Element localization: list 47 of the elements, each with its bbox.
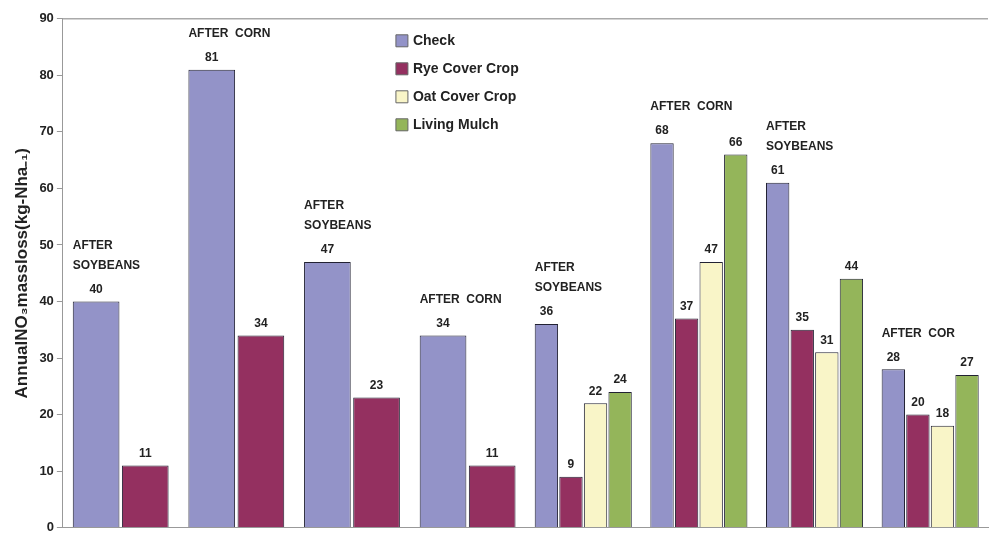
data-label: 35 bbox=[795, 310, 810, 325]
y-tick-label: 60 bbox=[39, 179, 54, 195]
data-label: 11 bbox=[138, 445, 152, 460]
data-label: 44 bbox=[844, 259, 859, 274]
y-tick-label: 10 bbox=[39, 462, 54, 478]
y-tick-label: 90 bbox=[39, 10, 54, 26]
annotation: AFTER SOYBEANS bbox=[534, 260, 603, 295]
annotation: AFTER SOYBEANS bbox=[72, 237, 141, 272]
data-label: 61 bbox=[771, 163, 785, 178]
annotation: AFTER CORN bbox=[419, 291, 502, 306]
data-label: 20 bbox=[911, 394, 925, 409]
annotation: AFTER SOYBEANS bbox=[766, 119, 834, 154]
annotation: AFTER SOYBEANS bbox=[304, 198, 372, 233]
data-label: 28 bbox=[886, 349, 901, 364]
data-label: 24 bbox=[613, 372, 628, 387]
data-label: 9 bbox=[567, 457, 575, 472]
data-label: 18 bbox=[935, 406, 950, 421]
data-label: 22 bbox=[588, 383, 603, 398]
data-label: 23 bbox=[369, 377, 384, 392]
data-label: 40 bbox=[89, 281, 104, 296]
y-tick-label: 80 bbox=[39, 66, 54, 82]
y-tick-label: 50 bbox=[39, 236, 54, 252]
data-label: 27 bbox=[960, 355, 975, 370]
legend-label: Oat Cover Crop bbox=[412, 87, 517, 104]
data-label: 68 bbox=[655, 123, 670, 138]
y-tick-label: 40 bbox=[39, 293, 54, 309]
data-label: 31 bbox=[820, 332, 834, 347]
legend-label: Living Mulch bbox=[412, 115, 499, 132]
data-label: 37 bbox=[679, 298, 694, 313]
y-tick-label: 0 bbox=[46, 519, 54, 535]
data-label: 34 bbox=[254, 315, 268, 330]
y-tick-label: 30 bbox=[39, 349, 54, 365]
data-label: 66 bbox=[729, 134, 743, 149]
annotation: AFTER COR bbox=[881, 325, 956, 340]
data-label: 34 bbox=[436, 315, 451, 330]
data-label: 81 bbox=[205, 49, 219, 64]
data-label: 47 bbox=[704, 242, 719, 257]
annotation: AFTER CORN bbox=[188, 25, 271, 40]
data-label: 11 bbox=[485, 445, 499, 460]
data-label: 47 bbox=[320, 242, 335, 257]
legend-label: Check bbox=[412, 31, 456, 48]
legend-label: Rye Cover Crop bbox=[412, 59, 519, 76]
y-tick-label: 20 bbox=[39, 406, 54, 422]
y-tick-label: 70 bbox=[39, 123, 54, 139]
annotation: AFTER CORN bbox=[650, 99, 733, 114]
y-axis-title: AnnualNO₃massloss(kg-Nha₋₁) bbox=[11, 147, 31, 399]
data-label: 36 bbox=[539, 304, 554, 319]
